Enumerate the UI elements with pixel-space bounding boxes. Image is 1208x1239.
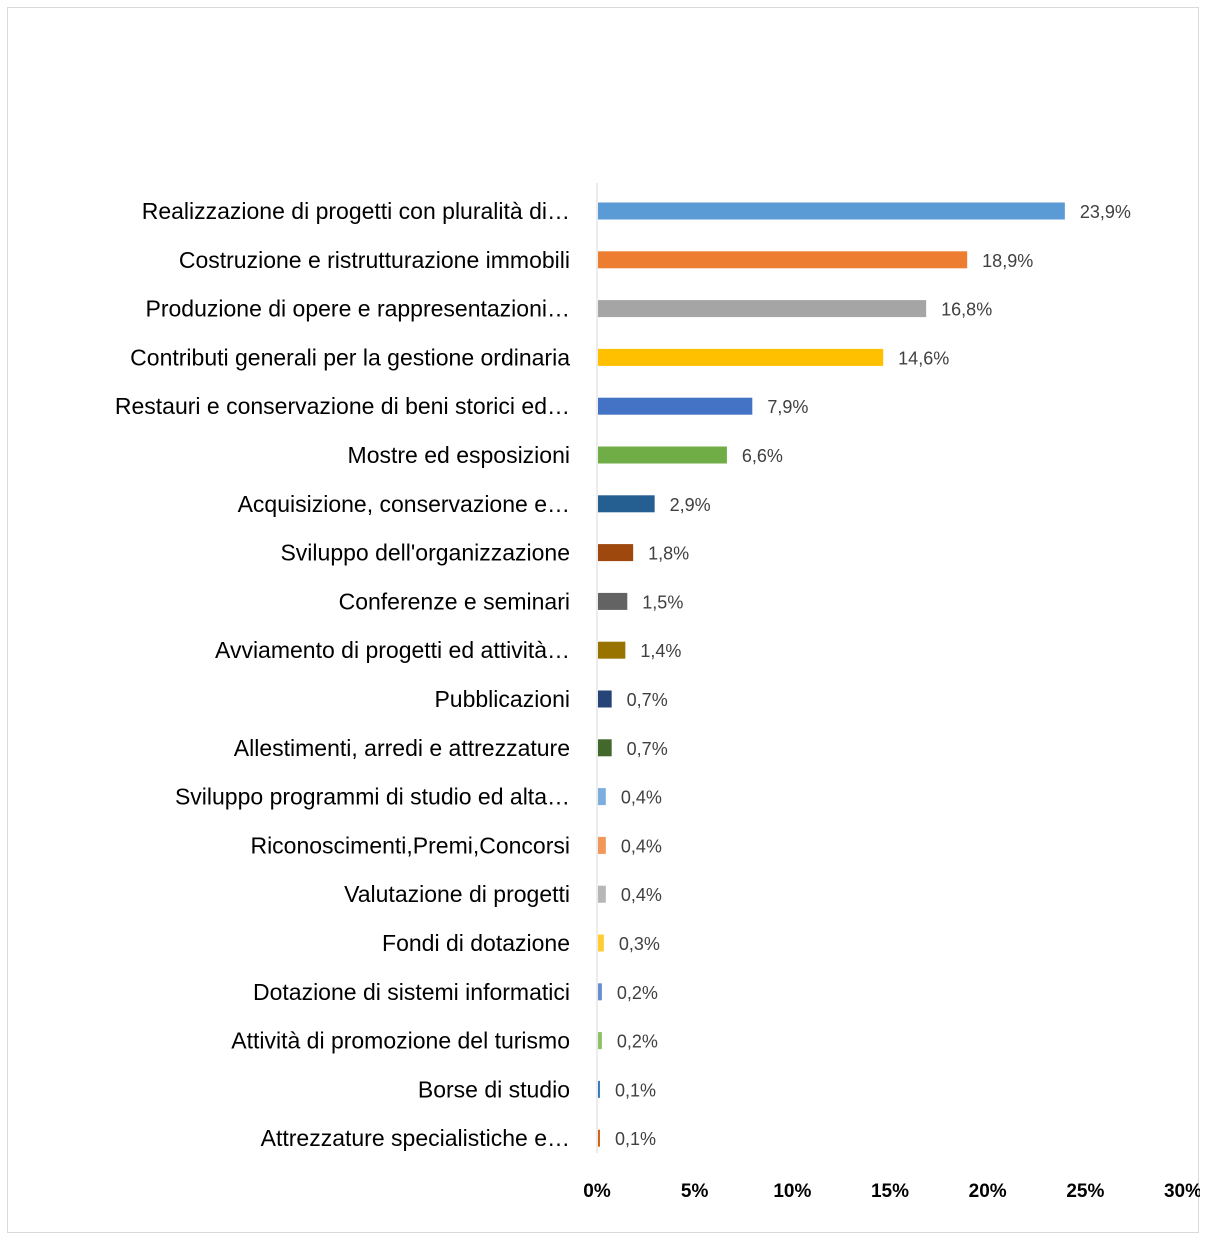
category-label: Borse di studio bbox=[418, 1076, 570, 1102]
data-label: 0,2% bbox=[617, 1032, 658, 1052]
data-label: 2,9% bbox=[670, 495, 711, 515]
bar bbox=[598, 1129, 600, 1147]
bar bbox=[598, 983, 602, 1001]
x-tick-label: 30% bbox=[1164, 1181, 1200, 1202]
bar bbox=[598, 641, 626, 659]
data-label: 0,4% bbox=[621, 885, 662, 905]
chart-frame: Realizzazione di progetti con pluralità … bbox=[7, 7, 1200, 1233]
data-label: 7,9% bbox=[767, 397, 808, 417]
data-label: 0,1% bbox=[615, 1129, 656, 1149]
category-label: Produzione di opere e rappresentazioni… bbox=[146, 296, 571, 322]
category-label: Allestimenti, arredi e attrezzature bbox=[234, 735, 570, 761]
x-tick-label: 15% bbox=[871, 1181, 909, 1202]
category-label: Acquisizione, conservazione e… bbox=[238, 491, 570, 517]
category-label: Fondi di dotazione bbox=[382, 930, 570, 956]
bar bbox=[598, 1080, 600, 1098]
data-label: 14,6% bbox=[898, 348, 949, 368]
bar bbox=[598, 300, 927, 318]
category-label: Pubblicazioni bbox=[434, 686, 570, 712]
data-label: 0,7% bbox=[627, 739, 668, 759]
category-label: Riconoscimenti,Premi,Concorsi bbox=[250, 832, 570, 858]
bar bbox=[598, 788, 606, 806]
category-label: Sviluppo dell'organizzazione bbox=[280, 540, 570, 566]
x-tick-label: 20% bbox=[969, 1181, 1007, 1202]
category-label: Conferenze e seminari bbox=[339, 588, 570, 614]
x-tick-label: 5% bbox=[681, 1181, 709, 1202]
category-label: Mostre ed esposizioni bbox=[348, 442, 570, 468]
bar bbox=[598, 934, 604, 952]
data-label: 1,4% bbox=[640, 641, 681, 661]
category-label: Attrezzature specialistiche e… bbox=[261, 1125, 570, 1151]
category-label: Avviamento di progetti ed attività… bbox=[215, 637, 570, 663]
bar bbox=[598, 202, 1065, 220]
data-label: 0,2% bbox=[617, 983, 658, 1003]
bar bbox=[598, 251, 968, 269]
x-tick-label: 10% bbox=[773, 1181, 811, 1202]
bar bbox=[598, 446, 727, 464]
category-label: Realizzazione di progetti con pluralità … bbox=[142, 198, 570, 224]
category-label: Costruzione e ristrutturazione immobili bbox=[179, 247, 570, 273]
category-label: Attività di promozione del turismo bbox=[231, 1028, 570, 1054]
data-label: 0,4% bbox=[621, 836, 662, 856]
category-label: Valutazione di progetti bbox=[344, 881, 570, 907]
bar bbox=[598, 885, 606, 903]
bar bbox=[598, 348, 884, 366]
data-label: 0,3% bbox=[619, 934, 660, 954]
data-label: 0,4% bbox=[621, 788, 662, 808]
data-label: 23,9% bbox=[1080, 202, 1131, 222]
category-label: Restauri e conservazione di beni storici… bbox=[115, 393, 570, 419]
category-label: Dotazione di sistemi informatici bbox=[253, 979, 570, 1005]
data-label: 1,8% bbox=[648, 544, 689, 564]
data-label: 6,6% bbox=[742, 446, 783, 466]
bar bbox=[598, 1032, 602, 1050]
bar bbox=[598, 544, 634, 562]
bar bbox=[598, 739, 612, 757]
bar bbox=[598, 836, 606, 854]
bar-chart: Realizzazione di progetti con pluralità … bbox=[115, 183, 1200, 1202]
x-tick-label: 0% bbox=[583, 1181, 611, 1202]
bar bbox=[598, 397, 753, 415]
bar bbox=[598, 592, 628, 610]
data-label: 16,8% bbox=[941, 300, 992, 320]
bar bbox=[598, 495, 655, 513]
data-label: 0,7% bbox=[627, 690, 668, 710]
category-label: Contributi generali per la gestione ordi… bbox=[130, 344, 570, 370]
category-label: Sviluppo programmi di studio ed alta… bbox=[175, 784, 570, 810]
data-label: 1,5% bbox=[642, 592, 683, 612]
data-label: 0,1% bbox=[615, 1080, 656, 1100]
data-label: 18,9% bbox=[982, 251, 1033, 271]
x-tick-label: 25% bbox=[1066, 1181, 1104, 1202]
bar bbox=[598, 690, 612, 708]
